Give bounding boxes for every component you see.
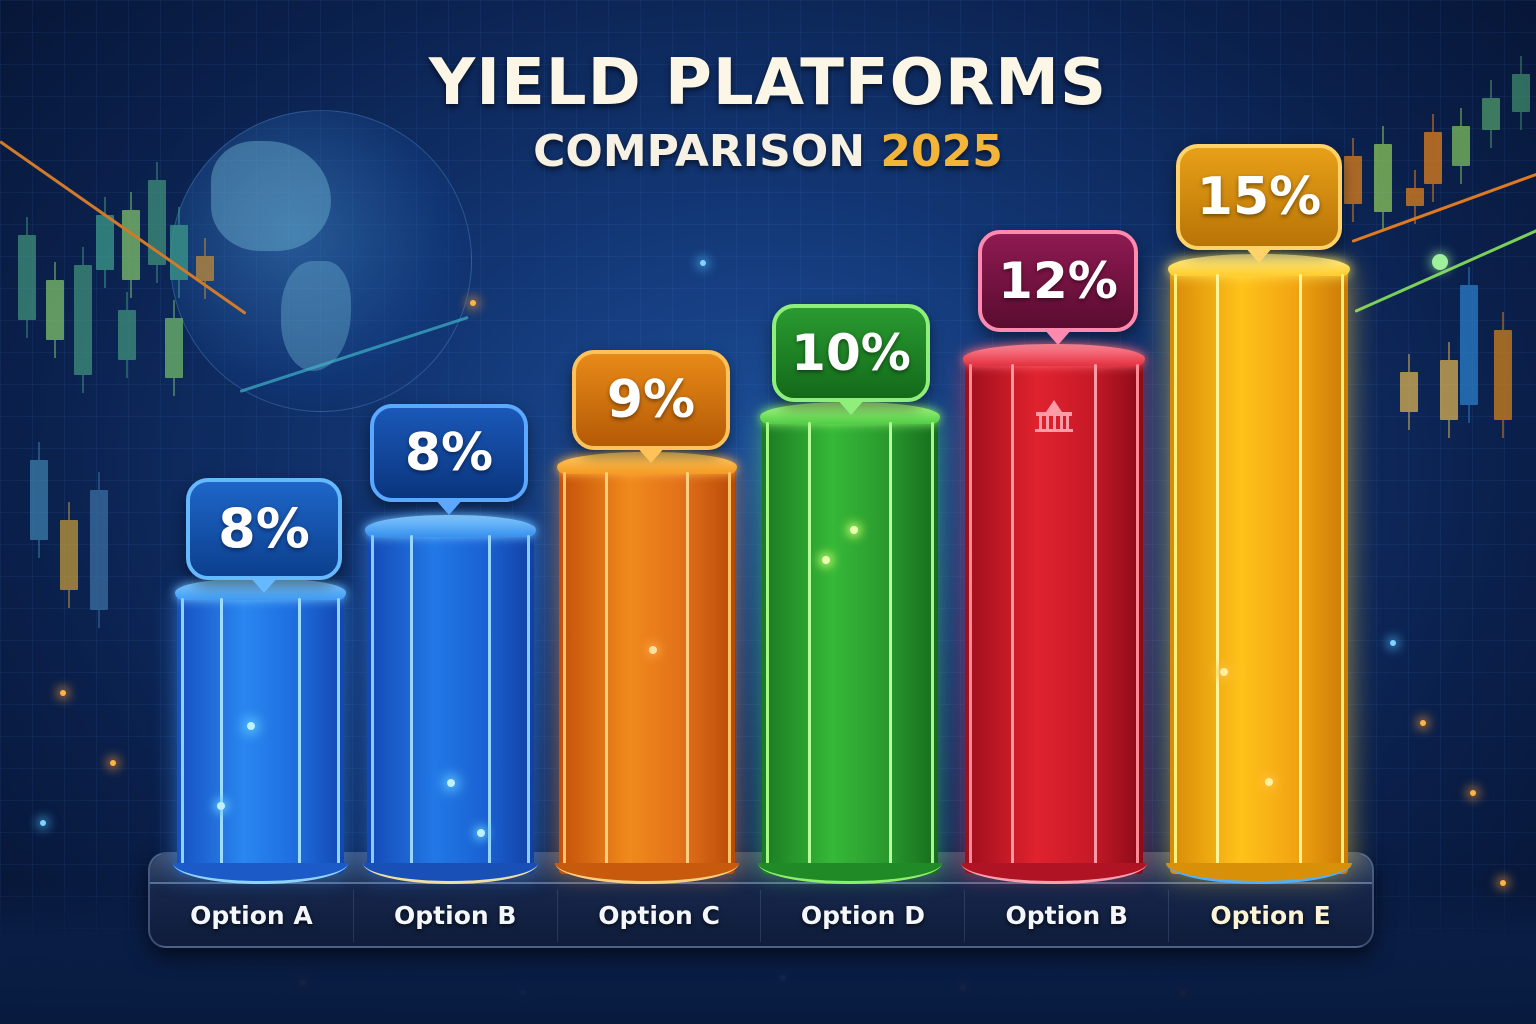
x-label-option-e: Option E [1210,901,1331,930]
bar-option-b [363,515,538,884]
value-badge-option-c: 9% [572,350,730,463]
x-label-option-b-2: Option B [965,890,1170,942]
value-badge-option-e: 15% [1176,144,1342,263]
x-label-option-a: Option A [150,890,354,942]
value-badge-option-b-2: 12% [978,230,1138,345]
title-year: 2025 [880,126,1003,177]
globe-illustration [170,110,472,412]
value-label: 15% [1196,167,1322,227]
title-line-1: YIELD PLATFORMS [428,46,1108,120]
value-label: 9% [606,370,696,430]
value-label: 8% [404,423,494,483]
bar-option-a [173,578,348,884]
title-comparison: COMPARISON [533,126,866,177]
title-line-2: COMPARISON 2025 [0,126,1536,177]
chart-title: YIELD PLATFORMS COMPARISON 2025 [0,46,1536,177]
x-axis-labels: Option A Option B Option C Option D Opti… [150,890,1372,942]
x-label-option-c: Option C [558,890,762,942]
bar-option-e [1166,254,1352,884]
bank-building-icon [1035,400,1073,432]
value-badge-option-a: 8% [186,478,342,593]
bar-option-b-2 [961,344,1147,884]
x-label-option-b: Option B [354,890,558,942]
trend-node [1432,254,1448,270]
value-label: 10% [791,324,911,382]
value-badge-option-b: 8% [370,404,528,515]
x-label-option-d: Option D [761,890,966,942]
bar-option-c [555,452,739,884]
value-label: 12% [998,252,1118,310]
bar-option-d [758,402,942,884]
value-label: 8% [218,497,310,560]
value-badge-option-d: 10% [772,304,930,415]
